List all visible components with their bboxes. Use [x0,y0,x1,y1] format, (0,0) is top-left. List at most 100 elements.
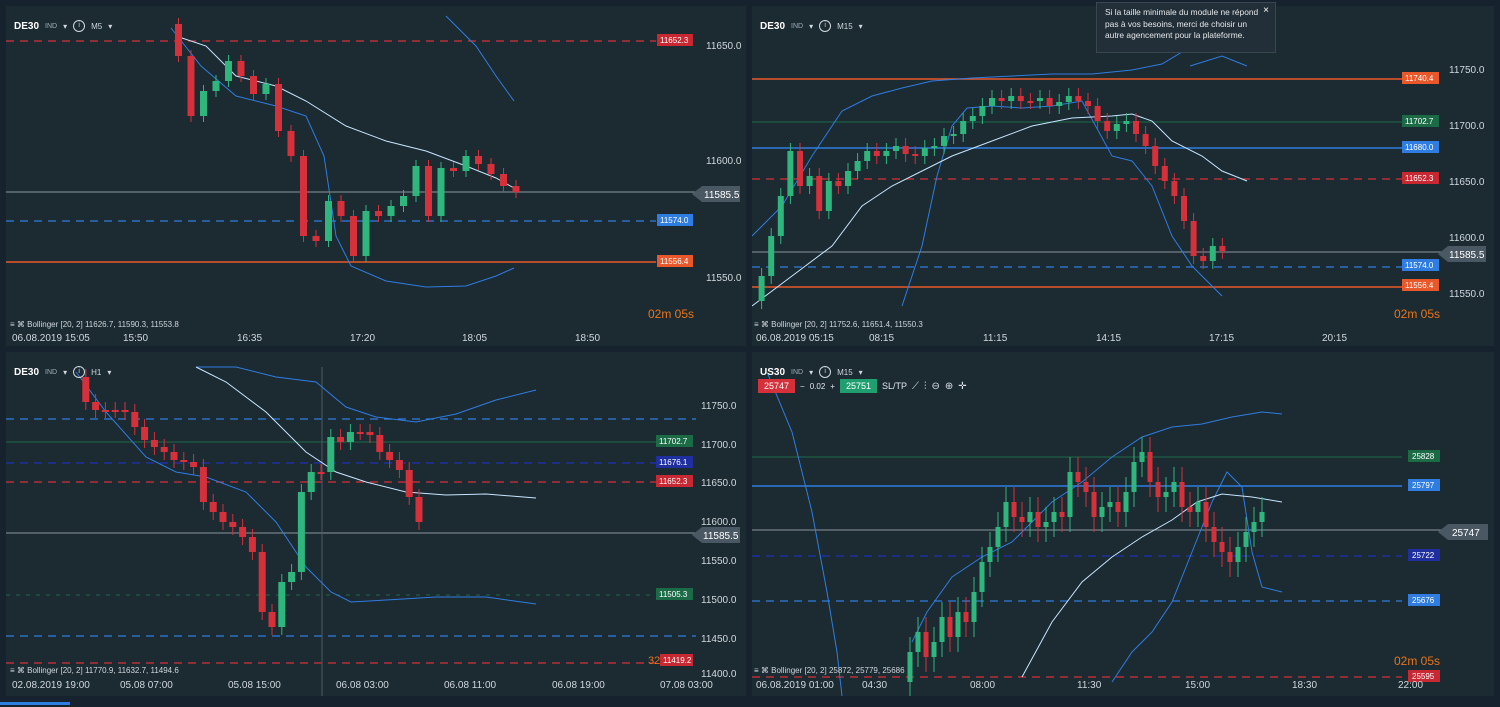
candle [386,452,394,460]
level-badge [1408,594,1440,606]
candle-countdown: 02m 05s [648,307,695,321]
time-tick: 06.08 19:00 [552,680,605,691]
chevron-down-icon[interactable]: ▾ [107,367,112,377]
candle [376,435,384,452]
price-tick: 11550.0 [701,556,737,567]
timeframe-selector[interactable]: M15 [837,367,853,377]
chevron-down-icon[interactable]: ▾ [63,21,68,31]
indicator-icon: ≡ ⌘ [10,320,28,329]
chart-panel-de30-h1[interactable]: 11750.0 11700.0 11650.0 11600.0 11550.0 … [6,352,746,696]
chart-panel-de30-m5[interactable]: 11650.0 11600.0 11550.0 11652.3 11574.0 … [6,6,746,346]
chevron-down-icon[interactable]: ▾ [108,21,113,31]
bollinger-upper [911,411,1283,643]
zoom-out-icon[interactable]: ⊖ [931,380,940,392]
bollinger-mid [195,366,537,499]
level-badge-label: 11702.7 [1405,117,1434,126]
candlestick-icon[interactable]: ⫶ [924,380,927,392]
candle [258,552,266,612]
candle [1094,106,1101,121]
indicator-legend-text: Bollinger [20, 2] 11626.7, 11590.3, 1155… [27,320,179,329]
candle [400,196,407,206]
candle [325,201,332,241]
chevron-down-icon[interactable]: ▾ [809,21,814,31]
symbol-label[interactable]: DE30 [14,20,40,32]
candle [787,151,794,196]
indicator-legend[interactable]: ≡ ⌘ Bollinger [20, 2] 11770.9, 11632.7, … [10,666,179,675]
chevron-down-icon[interactable]: ▾ [63,367,68,377]
chart-panel-us30-m15[interactable]: 25828 25797 25722 25676 25595 25747 06.0… [752,352,1494,696]
candle [1243,532,1249,547]
level-badge-label: 11652.3 [660,36,689,45]
candle [1099,507,1105,517]
info-icon[interactable]: i [73,366,86,378]
candle [1219,246,1226,251]
candle [921,148,928,156]
indicator-legend[interactable]: ≡ ⌘ Bollinger [20, 2] 11752.6, 11651.4, … [754,320,923,329]
symbol-label[interactable]: DE30 [760,20,786,32]
info-icon[interactable]: i [819,20,832,32]
line-chart-icon[interactable]: ⟋ [912,380,919,392]
candle [212,81,220,91]
countdown-overlay: 32 [648,655,660,667]
timeframe-selector[interactable]: M5 [91,21,103,31]
level-badge [656,435,693,447]
current-price-badge [1438,246,1486,262]
chevron-down-icon[interactable]: ▾ [858,21,863,31]
symbol-label[interactable]: DE30 [14,366,40,378]
level-badge-label: 11556.4 [660,257,689,266]
candle [979,562,985,592]
candle [998,98,1005,101]
candle [101,410,109,412]
info-icon[interactable]: i [819,366,832,378]
candle [1131,462,1137,492]
candle [915,632,921,652]
chart-panel-de30-m15[interactable]: 11750.0 11700.0 11650.0 11600.0 11550.0 … [752,6,1494,346]
volume-value[interactable]: 0.02 [809,381,826,391]
level-badge-label: 11702.7 [659,437,688,446]
level-badge [657,34,693,46]
price-tick: 11550.0 [706,273,742,284]
zoom-in-icon[interactable]: ⊕ [944,380,954,392]
chevron-down-icon[interactable]: ▾ [858,367,863,377]
timeframe-selector[interactable]: M15 [837,21,853,31]
buy-button[interactable]: 25751 [839,379,877,393]
candle [1200,256,1207,261]
current-price-label: 11585.5 [703,531,739,542]
info-icon[interactable]: i [73,20,86,32]
candle [939,617,945,642]
price-chart[interactable]: 25828 25797 25722 25676 25595 25747 06.0… [752,352,1494,696]
candle [883,151,890,156]
candle [969,116,976,121]
instrument-tag: IND [791,368,804,376]
candle [150,440,158,447]
candle [1147,452,1153,482]
indicator-legend[interactable]: ≡ ⌘ Bollinger [20, 2] 11626.7, 11590.3, … [10,320,179,329]
candle [1027,101,1034,103]
candles [907,437,1265,696]
candle [806,176,813,186]
candle [237,61,245,76]
close-icon[interactable]: × [1263,5,1269,16]
candle [307,472,315,492]
symbol-label[interactable]: US30 [760,366,786,378]
time-tick: 18:30 [1292,680,1317,691]
sell-button[interactable]: 25747 [758,379,796,393]
price-chart[interactable]: 11650.0 11600.0 11550.0 11652.3 11574.0 … [6,6,746,346]
volume-minus-button[interactable]: − [800,381,805,391]
candle [1115,502,1121,512]
chevron-down-icon[interactable]: ▾ [809,367,814,377]
indicator-legend-text: Bollinger [20, 2] 11770.9, 11632.7, 1149… [27,666,179,675]
price-chart[interactable]: 11750.0 11700.0 11650.0 11600.0 11550.0 … [6,352,746,696]
bollinger-lower [170,27,515,288]
sltp-button[interactable]: SL/TP [881,381,907,391]
candle [1123,121,1130,124]
level-badge [1408,450,1440,462]
candle [190,462,198,467]
crosshair-icon[interactable]: ✛ [958,380,967,392]
price-chart[interactable]: 11750.0 11700.0 11650.0 11600.0 11550.0 … [752,6,1494,346]
volume-plus-button[interactable]: + [830,381,835,391]
timeframe-selector[interactable]: H1 [91,367,102,377]
indicator-legend[interactable]: ≡ ⌘ Bollinger [20, 2] 25872, 25779, 2568… [754,666,905,675]
price-tick: 11600.0 [706,156,742,167]
candle [317,472,325,474]
